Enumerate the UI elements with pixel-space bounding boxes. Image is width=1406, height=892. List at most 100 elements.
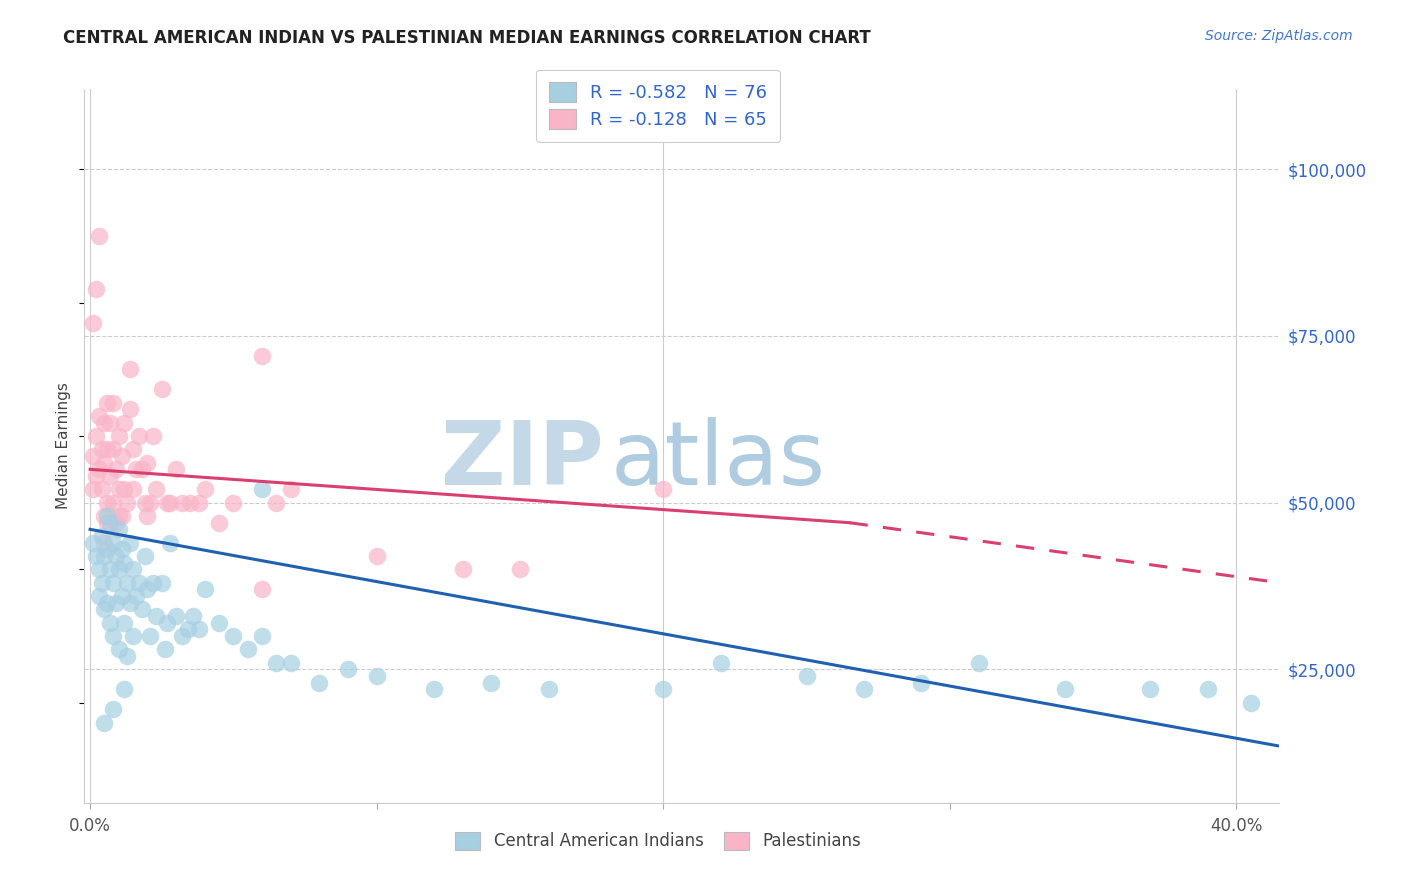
Point [122, 629, 145, 643]
Point [93, 715, 115, 730]
Point [165, 462, 187, 476]
Point [104, 549, 127, 563]
Point [98, 562, 121, 576]
Point [796, 669, 818, 683]
Point [110, 589, 132, 603]
Point [90, 483, 112, 497]
Text: CENTRAL AMERICAN INDIAN VS PALESTINIAN MEDIAN EARNINGS CORRELATION CHART: CENTRAL AMERICAN INDIAN VS PALESTINIAN M… [63, 29, 872, 46]
Point [120, 402, 142, 417]
Point [93, 549, 115, 563]
Point [181, 609, 204, 624]
Point [131, 462, 153, 476]
Point [910, 675, 932, 690]
Point [87, 228, 110, 243]
Point [266, 656, 288, 670]
Point [165, 609, 187, 624]
Point [134, 549, 156, 563]
Point [96, 496, 118, 510]
Point [266, 496, 288, 510]
Point [122, 483, 145, 497]
Point [150, 575, 173, 590]
Point [107, 522, 129, 536]
Point [84, 549, 107, 563]
Point [98, 416, 121, 430]
Y-axis label: Median Earnings: Median Earnings [56, 383, 72, 509]
Point [101, 575, 124, 590]
Point [101, 496, 124, 510]
Point [114, 483, 136, 497]
Point [537, 682, 560, 697]
Point [136, 509, 159, 524]
Point [82, 449, 104, 463]
Point [114, 682, 136, 697]
Point [142, 575, 165, 590]
Point [1240, 696, 1263, 710]
Point [98, 469, 121, 483]
Point [101, 629, 124, 643]
Point [159, 496, 181, 510]
Point [136, 456, 159, 470]
Point [125, 462, 148, 476]
Point [134, 496, 156, 510]
Point [120, 535, 142, 549]
Point [967, 656, 990, 670]
Point [852, 682, 875, 697]
Point [107, 562, 129, 576]
Point [96, 542, 118, 557]
Point [93, 509, 115, 524]
Point [652, 682, 675, 697]
Point [114, 416, 136, 430]
Point [107, 642, 129, 657]
Point [710, 656, 733, 670]
Point [87, 462, 110, 476]
Point [156, 496, 179, 510]
Point [122, 442, 145, 457]
Point [423, 682, 446, 697]
Point [337, 662, 360, 676]
Point [366, 669, 388, 683]
Point [170, 629, 193, 643]
Point [280, 483, 302, 497]
Point [110, 509, 132, 524]
Point [104, 516, 127, 530]
Point [128, 429, 150, 443]
Point [250, 483, 273, 497]
Point [208, 516, 231, 530]
Point [117, 496, 139, 510]
Point [87, 562, 110, 576]
Point [159, 535, 181, 549]
Point [1053, 682, 1076, 697]
Point [107, 483, 129, 497]
Point [117, 575, 139, 590]
Point [101, 702, 124, 716]
Point [93, 535, 115, 549]
Point [125, 589, 148, 603]
Point [188, 496, 211, 510]
Point [188, 623, 211, 637]
Point [96, 509, 118, 524]
Point [96, 395, 118, 409]
Point [139, 496, 162, 510]
Point [104, 596, 127, 610]
Point [90, 529, 112, 543]
Point [136, 582, 159, 597]
Point [107, 429, 129, 443]
Point [128, 575, 150, 590]
Point [122, 562, 145, 576]
Point [90, 575, 112, 590]
Text: atlas: atlas [610, 417, 825, 504]
Point [280, 656, 302, 670]
Point [110, 449, 132, 463]
Point [366, 549, 388, 563]
Point [84, 469, 107, 483]
Point [131, 602, 153, 616]
Point [82, 535, 104, 549]
Point [142, 429, 165, 443]
Point [82, 483, 104, 497]
Point [652, 483, 675, 497]
Point [308, 675, 330, 690]
Text: Source: ZipAtlas.com: Source: ZipAtlas.com [1205, 29, 1353, 43]
Point [96, 442, 118, 457]
Point [98, 516, 121, 530]
Point [1139, 682, 1161, 697]
